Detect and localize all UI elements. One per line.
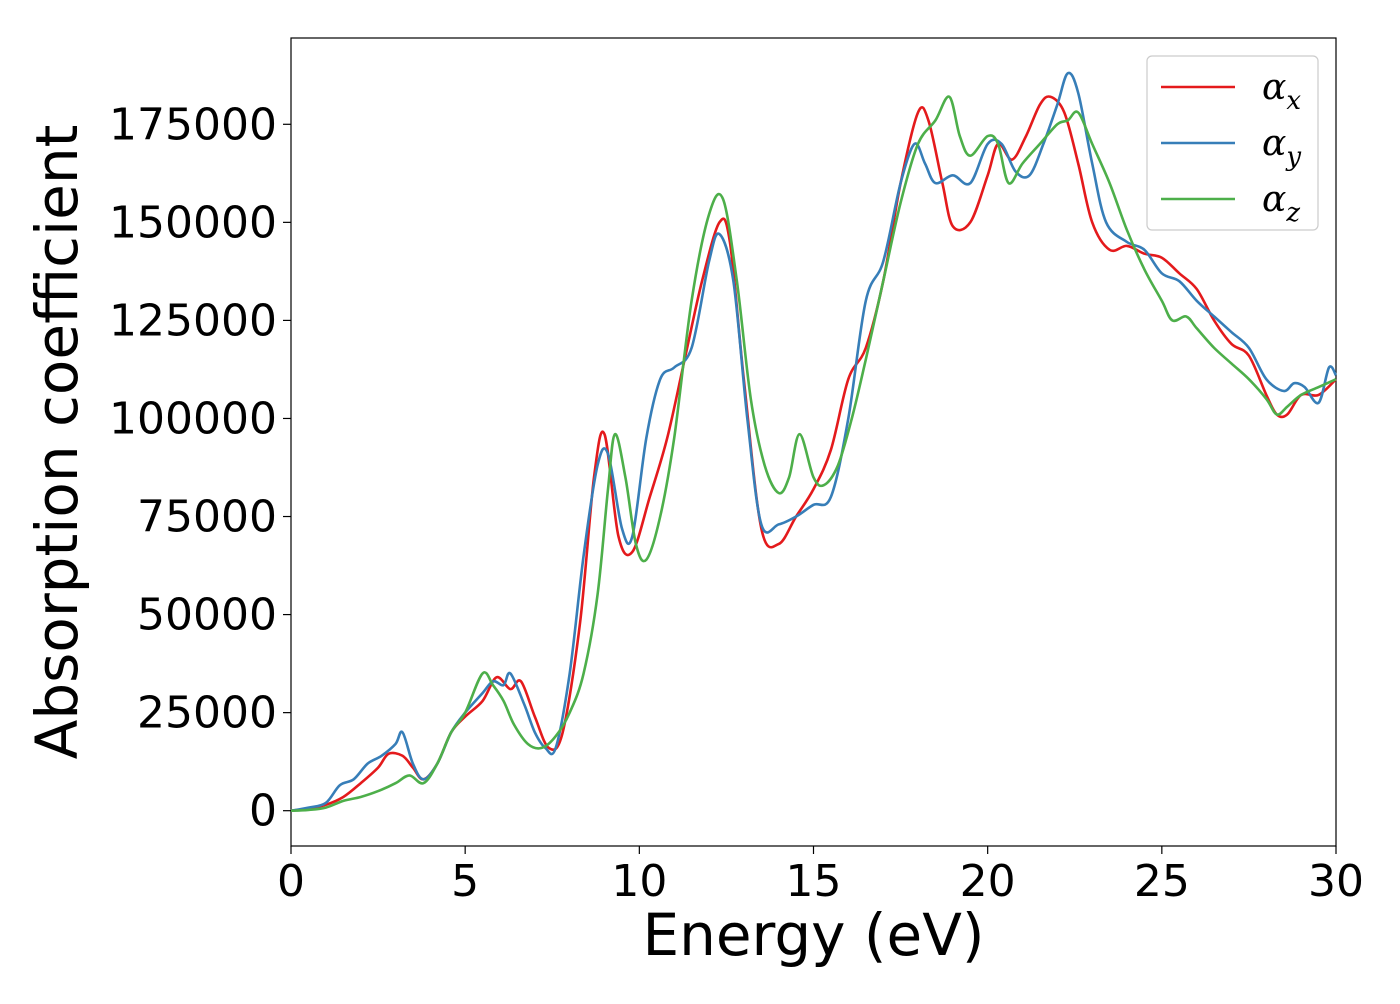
x-axis-label: Energy (eV) <box>642 901 984 969</box>
x-tick-label: 0 <box>277 856 305 907</box>
legend-label-z: αz <box>1262 179 1300 228</box>
y-tick-label: 75000 <box>137 492 277 543</box>
x-tick-label: 5 <box>451 856 479 907</box>
x-tick-label: 15 <box>786 856 842 907</box>
y-axis-ticks: 0 25000 50000 75000 100000 125000 150000 175000 <box>109 99 291 837</box>
y-tick-label: 50000 <box>137 590 277 641</box>
y-tick-label: 175000 <box>109 99 277 150</box>
x-tick-label: 10 <box>611 856 667 907</box>
series-line-z <box>290 95 1337 812</box>
x-axis-ticks: 0 5 10 15 20 25 30 <box>277 846 1364 907</box>
legend-label-x: αx <box>1262 67 1301 116</box>
x-tick-label: 30 <box>1308 856 1364 907</box>
y-tick-label: 100000 <box>109 393 277 444</box>
series-layer <box>290 71 1338 812</box>
y-tick-label: 25000 <box>137 688 277 739</box>
legend: αx αy αz <box>1146 55 1319 231</box>
y-tick-label: 125000 <box>109 295 277 346</box>
y-tick-label: 150000 <box>109 197 277 248</box>
x-tick-label: 20 <box>960 856 1016 907</box>
y-tick-label: 0 <box>249 786 277 837</box>
y-axis-label: Absorption coefficient <box>23 125 91 760</box>
series-line-x <box>290 95 1337 812</box>
x-tick-label: 25 <box>1134 856 1190 907</box>
legend-label-y: αy <box>1262 123 1301 172</box>
